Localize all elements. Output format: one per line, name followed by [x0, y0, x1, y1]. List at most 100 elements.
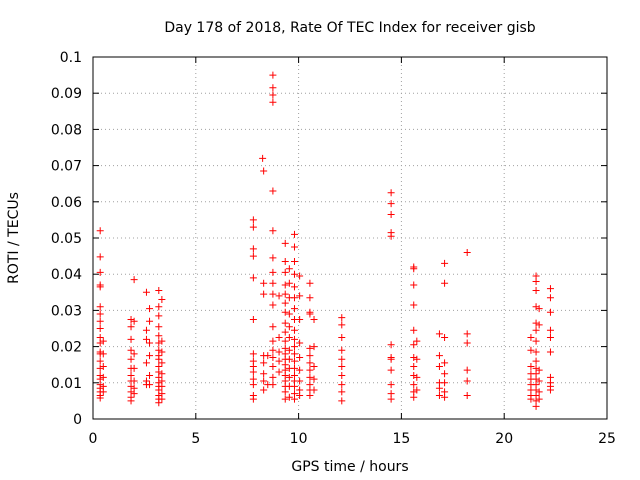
data-point: [296, 377, 304, 385]
y-tick-label: 0.09: [51, 86, 82, 102]
data-point: [142, 288, 150, 296]
data-point: [546, 326, 554, 334]
data-point: [142, 326, 150, 334]
data-point: [296, 391, 304, 399]
data-point: [285, 355, 293, 363]
data-point: [387, 232, 395, 240]
data-point: [338, 372, 346, 380]
data-point: [290, 382, 298, 390]
data-point: [290, 294, 298, 302]
data-point: [127, 355, 135, 363]
data-point: [285, 323, 293, 331]
data-point: [535, 388, 543, 396]
data-point: [546, 386, 554, 394]
grid-layer: [93, 57, 607, 419]
data-point: [296, 339, 304, 347]
data-point: [260, 167, 268, 175]
data-point: [527, 334, 535, 342]
data-point: [99, 363, 107, 371]
data-point: [285, 310, 293, 318]
data-point: [546, 294, 554, 302]
data-point: [146, 317, 154, 325]
data-point: [127, 346, 135, 354]
y-tick-label: 0.02: [51, 340, 82, 356]
data-point: [269, 98, 277, 106]
data-point: [441, 279, 449, 287]
data-point: [142, 359, 150, 367]
data-point: [249, 395, 257, 403]
data-point: [387, 381, 395, 389]
data-point: [387, 355, 395, 363]
data-point: [435, 363, 443, 371]
data-point: [127, 335, 135, 343]
data-point: [410, 393, 418, 401]
data-point: [269, 381, 277, 389]
data-point: [281, 388, 289, 396]
data-point: [269, 337, 277, 345]
y-tick-label: 0.01: [51, 376, 82, 392]
data-point: [435, 391, 443, 399]
data-point: [535, 305, 543, 313]
data-point: [535, 366, 543, 374]
data-point: [296, 353, 304, 361]
data-point: [130, 276, 138, 284]
data-point: [260, 377, 268, 385]
y-tick-label: 0.06: [51, 195, 82, 211]
data-point: [249, 381, 257, 389]
data-point: [96, 325, 104, 332]
data-point: [306, 344, 314, 352]
data-point: [275, 368, 283, 376]
data-point: [338, 321, 346, 329]
data-point: [387, 395, 395, 403]
data-point: [285, 393, 293, 401]
data-point: [463, 391, 471, 399]
data-point: [269, 279, 277, 287]
data-point: [281, 395, 289, 403]
x-tick-label: 15: [392, 431, 410, 447]
y-tick-label: 0: [73, 412, 82, 428]
data-point: [310, 375, 318, 383]
data-point: [99, 350, 107, 358]
data-point: [387, 189, 395, 197]
data-point: [310, 386, 318, 394]
data-point: [310, 315, 318, 323]
data-point: [269, 353, 277, 361]
y-tick-label: 0.1: [60, 50, 82, 66]
data-point: [290, 270, 298, 278]
data-point: [269, 268, 277, 276]
data-point: [441, 359, 449, 367]
data-point: [249, 245, 257, 253]
data-point: [269, 254, 277, 262]
data-point: [441, 259, 449, 267]
data-point: [535, 377, 543, 385]
data-point: [96, 357, 104, 365]
data-point: [155, 323, 163, 331]
data-point: [130, 377, 138, 385]
data-point: [535, 395, 543, 403]
data-point: [130, 364, 138, 372]
data-point: [338, 363, 346, 371]
data-point: [546, 285, 554, 293]
data-point: [146, 381, 154, 389]
data-point: [410, 281, 418, 289]
data-point: [463, 248, 471, 256]
data-point: [249, 315, 257, 323]
data-point: [249, 216, 257, 224]
data-point: [99, 337, 107, 345]
data-point: [306, 391, 314, 399]
data-point: [310, 343, 318, 351]
data-point: [158, 370, 166, 378]
data-point: [290, 343, 298, 351]
data-point: [532, 303, 540, 311]
data-point: [127, 397, 135, 405]
data-point: [269, 71, 277, 79]
data-point: [96, 303, 104, 311]
data-point: [413, 337, 421, 345]
data-point: [527, 346, 535, 354]
data-point: [338, 355, 346, 363]
data-point: [130, 390, 138, 398]
data-point: [387, 210, 395, 218]
y-tick-label: 0.05: [51, 231, 82, 247]
data-point: [281, 268, 289, 276]
